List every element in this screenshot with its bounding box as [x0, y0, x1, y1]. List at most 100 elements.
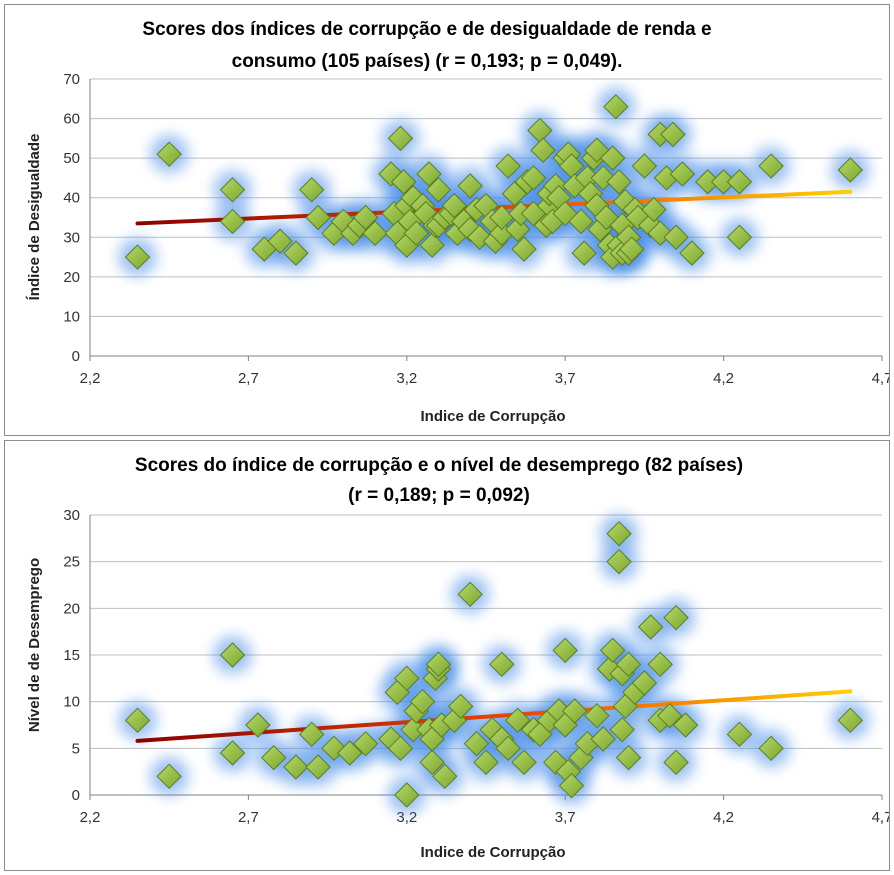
data-point: [463, 730, 490, 757]
data-point: [504, 216, 531, 243]
y-tick-label: 60: [63, 111, 80, 128]
data-point: [416, 161, 442, 187]
chart-title-line-1: Scores dos índices de corrupção e de des…: [142, 19, 711, 40]
x-tick-label: 4,2: [713, 809, 734, 826]
x-tick-label: 2,7: [238, 809, 259, 826]
x-tick-label: 4,2: [713, 370, 734, 387]
data-point: [606, 520, 632, 547]
data-point: [558, 772, 585, 799]
data-point: [394, 782, 420, 808]
data-point: [447, 693, 474, 720]
data-point: [124, 707, 151, 734]
data-point: [837, 157, 864, 183]
data-point: [245, 712, 271, 738]
data-point: [647, 651, 673, 678]
y-tick-label: 30: [63, 229, 80, 246]
data-point: [663, 749, 689, 776]
data-point: [504, 707, 531, 734]
data-point: [590, 726, 616, 752]
y-tick-label: 10: [63, 694, 80, 711]
x-tick-label: 2,2: [80, 809, 101, 826]
data-point: [511, 749, 537, 776]
data-point: [660, 121, 686, 148]
data-point: [419, 749, 445, 776]
data-point: [387, 735, 414, 762]
data-point: [299, 721, 325, 748]
data-point: [606, 548, 632, 575]
x-tick-label: 3,2: [396, 370, 417, 387]
data-point: [590, 165, 616, 191]
data-point: [495, 153, 521, 179]
data-point: [758, 735, 784, 762]
data-point: [219, 642, 246, 668]
data-point: [261, 744, 287, 771]
data-points: [124, 93, 864, 270]
data-point: [362, 220, 388, 247]
data-point: [425, 651, 452, 678]
y-tick-label: 5: [72, 740, 80, 757]
data-point: [283, 240, 309, 266]
data-point: [663, 224, 689, 250]
y-axis-label: Índice de Desigualdade: [26, 134, 43, 301]
data-point: [432, 763, 458, 790]
data-point: [619, 236, 645, 262]
data-point: [679, 240, 705, 266]
y-tick-label: 70: [63, 71, 80, 88]
data-point: [657, 702, 683, 729]
unemployment-scatter-chart: Scores do índice de corrupção e o nível …: [26, 455, 889, 861]
y-tick-label: 20: [63, 269, 80, 286]
data-point: [387, 125, 414, 152]
data-point: [603, 93, 629, 120]
y-tick-label: 10: [63, 308, 80, 325]
data-point: [403, 220, 430, 247]
data-point: [663, 604, 689, 631]
y-tick-label: 40: [63, 190, 80, 207]
data-point: [647, 220, 673, 247]
data-point: [609, 716, 635, 743]
data-point: [615, 651, 642, 678]
data-point: [600, 637, 626, 664]
data-point: [425, 177, 452, 203]
data-point: [495, 735, 521, 762]
x-tick-label: 2,7: [238, 370, 259, 387]
y-tick-label: 0: [72, 348, 80, 365]
data-point: [520, 165, 547, 191]
data-points: [124, 520, 864, 808]
x-tick-label: 3,7: [555, 809, 576, 826]
chart-title-line-1: Scores do índice de corrupção e o nível …: [135, 455, 743, 476]
data-point: [631, 670, 658, 696]
y-tick-label: 15: [63, 647, 80, 664]
y-tick-label: 30: [63, 507, 80, 524]
data-point: [394, 665, 420, 692]
data-point: [552, 637, 578, 664]
data-point: [283, 754, 309, 780]
data-point: [219, 740, 246, 766]
data-point: [156, 763, 182, 790]
data-point: [473, 749, 499, 776]
data-point: [615, 744, 642, 771]
data-point: [466, 224, 493, 250]
data-point: [600, 145, 626, 171]
data-point: [219, 208, 246, 235]
data-point: [156, 141, 182, 167]
data-point: [337, 740, 363, 766]
data-point: [299, 177, 325, 203]
data-point: [457, 581, 483, 608]
chart-title-line-2: (r = 0,189; p = 0,092): [348, 485, 530, 506]
data-point: [552, 200, 578, 227]
inequality-scatter-chart: Scores dos índices de corrupção e de des…: [26, 19, 889, 425]
y-tick-label: 50: [63, 150, 80, 167]
data-point: [441, 192, 468, 219]
x-tick-label: 2,2: [80, 370, 101, 387]
x-axis-label: Indice de Corrupção: [420, 844, 565, 861]
data-point: [409, 688, 436, 715]
data-point: [267, 228, 293, 254]
chart-panel-inequality: Scores dos índices de corrupção e de des…: [4, 4, 890, 436]
x-axis-label: Indice de Corrupção: [420, 408, 565, 425]
data-point: [669, 161, 696, 187]
data-point: [726, 169, 753, 195]
data-point: [352, 730, 379, 757]
x-tick-label: 4,7: [872, 370, 889, 387]
chart-title-line-2: consumo (105 países) (r = 0,193; p = 0,0…: [232, 51, 623, 72]
data-point: [124, 244, 151, 270]
